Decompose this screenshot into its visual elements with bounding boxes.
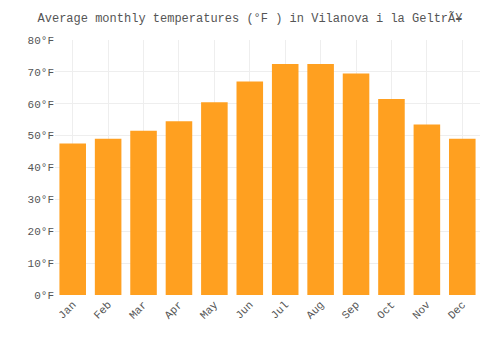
- svg-text:70°F: 70°F: [28, 67, 54, 79]
- svg-text:Oct: Oct: [375, 299, 397, 321]
- svg-text:80°F: 80°F: [28, 35, 54, 47]
- svg-text:20°F: 20°F: [28, 226, 54, 238]
- svg-text:60°F: 60°F: [28, 99, 54, 111]
- svg-text:30°F: 30°F: [28, 194, 54, 206]
- svg-text:Dec: Dec: [446, 299, 468, 321]
- svg-text:Sep: Sep: [340, 299, 362, 321]
- svg-text:Aug: Aug: [304, 299, 326, 321]
- svg-text:10°F: 10°F: [28, 258, 54, 270]
- svg-text:May: May: [198, 299, 221, 322]
- svg-text:Jun: Jun: [233, 299, 255, 321]
- svg-text:Nov: Nov: [410, 299, 433, 322]
- svg-text:Jan: Jan: [56, 299, 78, 321]
- svg-text:Mar: Mar: [127, 299, 149, 321]
- svg-text:Average monthly temperatures (: Average monthly temperatures (°F ) in Vi…: [38, 11, 463, 26]
- svg-text:0°F: 0°F: [34, 290, 54, 302]
- svg-text:Jul: Jul: [269, 299, 291, 321]
- svg-text:50°F: 50°F: [28, 130, 54, 142]
- svg-text:Feb: Feb: [92, 299, 114, 321]
- svg-text:Apr: Apr: [162, 299, 184, 321]
- svg-text:40°F: 40°F: [28, 162, 54, 174]
